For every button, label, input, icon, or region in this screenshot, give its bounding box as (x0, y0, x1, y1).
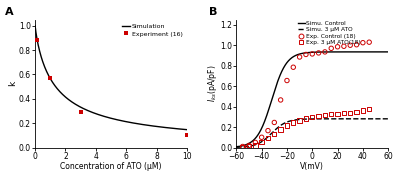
Exp. 3 μM ATO(18) (271, 132, 278, 135)
Exp. 3 μM ATO(18) (303, 117, 309, 120)
Exp. 3 μM ATO(18) (258, 140, 265, 143)
Exp. 3 μM ATO(18) (334, 112, 341, 115)
Legend: Simu. Control, Simu. 3 μM ATO, Exp. Control (18), Exp. 3 μM ATO(18): Simu. Control, Simu. 3 μM ATO, Exp. Cont… (297, 20, 362, 46)
Exp. Control (18) (322, 51, 328, 53)
Text: B: B (209, 7, 217, 17)
Simu. Control (382, 51, 387, 53)
Exp. Control (18) (303, 53, 309, 56)
Exp. Control (18) (271, 121, 278, 124)
Simu. 3 μM ATO (306, 118, 311, 120)
Exp. 3 μM ATO(18) (252, 144, 258, 147)
Exp. 3 μM ATO(18) (328, 113, 334, 116)
Exp. Control (18) (341, 45, 347, 48)
Exp. Control (18) (366, 41, 372, 44)
X-axis label: V(mV): V(mV) (300, 162, 324, 171)
Exp. 3 μM ATO(18) (366, 108, 372, 111)
Exp. Control (18) (246, 144, 252, 147)
Simu. Control (306, 51, 311, 54)
Point (47, 76, 54, 79)
Exp. Control (18) (278, 99, 284, 101)
Simu. Control (307, 51, 312, 54)
Y-axis label: k: k (8, 81, 18, 86)
Exp. Control (18) (328, 47, 334, 50)
Exp. 3 μM ATO(18) (353, 110, 360, 113)
Simu. Control (234, 146, 239, 148)
Exp. 3 μM ATO(18) (265, 136, 271, 139)
Exp. 3 μM ATO(18) (240, 146, 246, 149)
Exp. 3 μM ATO(18) (360, 109, 366, 112)
Simu. 3 μM ATO (386, 118, 390, 120)
Simu. Control (324, 51, 329, 53)
Exp. Control (18) (290, 66, 296, 69)
Exp. Control (18) (334, 45, 341, 48)
Exp. Control (18) (353, 43, 360, 46)
Exp. 3 μM ATO(18) (315, 114, 322, 117)
Exp. 3 μM ATO(18) (296, 119, 303, 122)
Exp. 3 μM ATO(18) (341, 112, 347, 115)
Exp. 3 μM ATO(18) (322, 114, 328, 117)
Text: A: A (5, 7, 13, 17)
Simu. 3 μM ATO (234, 146, 239, 148)
Exp. 3 μM ATO(18) (290, 121, 296, 124)
Exp. Control (18) (296, 56, 303, 58)
Point (184, 133, 190, 136)
Simu. Control (316, 51, 321, 53)
Exp. Control (18) (360, 41, 366, 44)
Simu. Control (386, 51, 390, 53)
Simu. 3 μM ATO (316, 118, 321, 120)
Y-axis label: $I_{ks}$(pA/pF): $I_{ks}$(pA/pF) (206, 65, 219, 102)
Exp. Control (18) (252, 141, 258, 144)
Exp. Control (18) (309, 53, 316, 55)
Exp. 3 μM ATO(18) (246, 145, 252, 148)
Exp. Control (18) (265, 129, 271, 132)
Exp. 3 μM ATO(18) (309, 115, 316, 118)
Exp. 3 μM ATO(18) (347, 111, 354, 114)
Point (34, 39, 40, 42)
Exp. Control (18) (240, 145, 246, 148)
Exp. Control (18) (347, 44, 354, 47)
Exp. 3 μM ATO(18) (278, 128, 284, 131)
Exp. Control (18) (258, 136, 265, 139)
Line: Simu. Control: Simu. Control (236, 52, 388, 147)
Exp. Control (18) (315, 51, 322, 54)
Simu. 3 μM ATO (307, 118, 312, 120)
Legend: Simulation, Experiment (16): Simulation, Experiment (16) (121, 23, 184, 38)
Exp. Control (18) (284, 79, 290, 82)
Simu. 3 μM ATO (358, 118, 363, 120)
Line: Simu. 3 μM ATO: Simu. 3 μM ATO (236, 119, 388, 147)
Point (78, 110, 84, 113)
Simu. Control (358, 51, 363, 53)
Exp. 3 μM ATO(18) (284, 124, 290, 127)
Simu. 3 μM ATO (324, 118, 329, 120)
Simu. 3 μM ATO (382, 118, 387, 120)
X-axis label: Concentration of ATO (μM): Concentration of ATO (μM) (60, 162, 162, 171)
